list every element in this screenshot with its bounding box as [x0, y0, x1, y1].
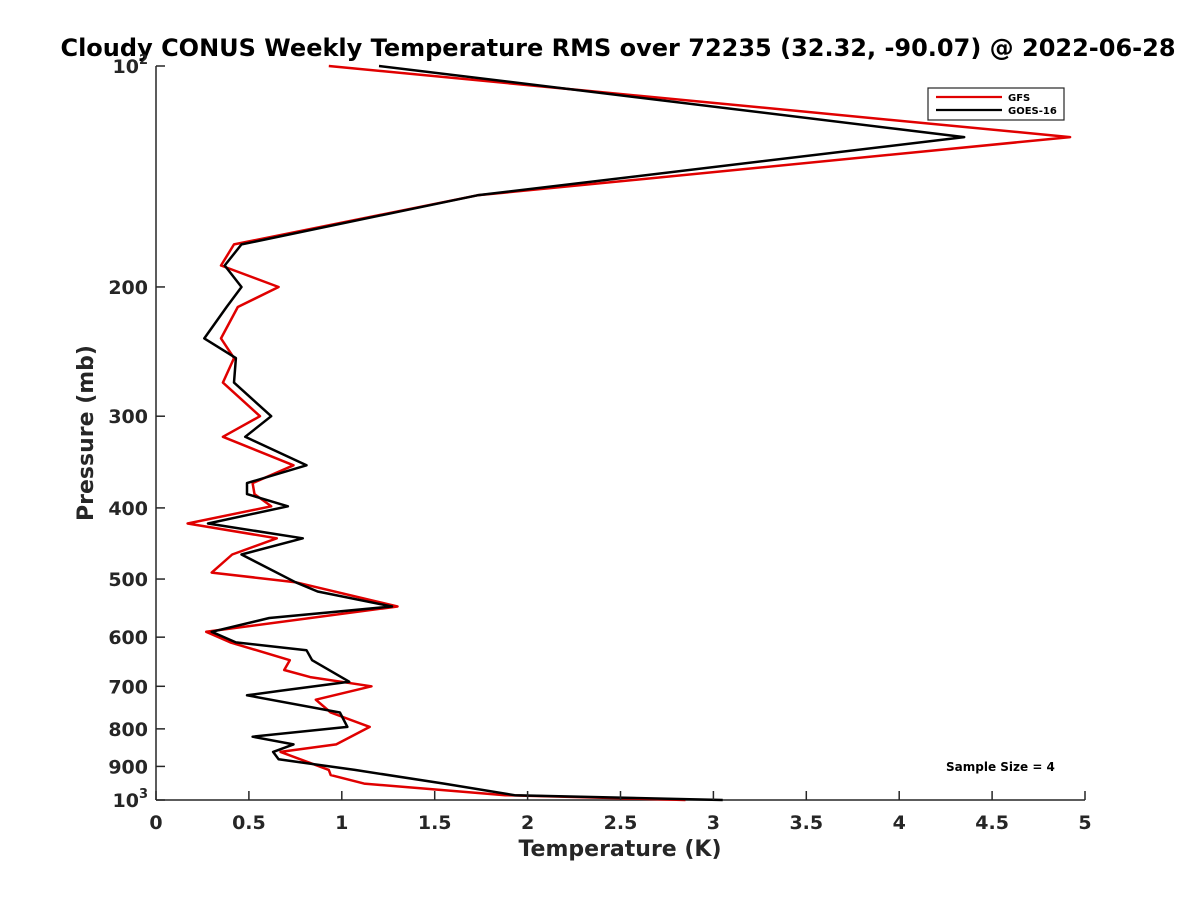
- legend-label-gfs: GFS: [1008, 93, 1030, 104]
- legend-label-goes16: GOES-16: [1008, 106, 1057, 117]
- x-axis: 0 0.5 1 1.5 2 2.5 3 3.5 4 4.5 5: [149, 791, 1092, 834]
- chart-title: Cloudy CONUS Weekly Temperature RMS over…: [60, 34, 1175, 62]
- y-tick-label: 600: [108, 627, 148, 649]
- x-tick-label: 4.5: [975, 812, 1009, 834]
- x-tick-label: 4: [893, 812, 906, 834]
- y-tick-label: 103: [113, 787, 149, 812]
- y-tick-label: 800: [108, 719, 148, 741]
- y-tick-label: 500: [108, 569, 148, 591]
- y-tick-label: 300: [108, 406, 148, 428]
- x-tick-label: 0.5: [232, 812, 266, 834]
- x-tick-label: 2: [521, 812, 534, 834]
- legend-box: [927, 87, 1065, 121]
- series-layer: [186, 64, 1072, 802]
- y-tick-label: 700: [108, 676, 148, 698]
- y-tick-label: 900: [108, 756, 148, 778]
- sample-size-annotation: Sample Size = 4: [946, 760, 1055, 774]
- series-line-goes16: [203, 64, 966, 802]
- series-line-gfs: [186, 64, 1072, 802]
- x-tick-label: 2.5: [604, 812, 638, 834]
- y-axis-label: Pressure (mb): [74, 345, 99, 521]
- y-tick-label: 400: [108, 498, 148, 520]
- x-tick-label: 1: [335, 812, 348, 834]
- x-tick-label: 3.5: [789, 812, 823, 834]
- x-tick-label: 5: [1078, 812, 1091, 834]
- y-tick-label: 102: [113, 53, 149, 78]
- y-tick-label: 200: [108, 277, 148, 299]
- y-axis: 102 200 300 400 500 600 700 800 900 103: [108, 53, 165, 812]
- x-tick-label: 0: [149, 812, 162, 834]
- x-tick-label: 3: [707, 812, 720, 834]
- x-axis-label: Temperature (K): [518, 837, 721, 862]
- legend: GFS GOES-16: [927, 87, 1065, 121]
- x-tick-label: 1.5: [418, 812, 452, 834]
